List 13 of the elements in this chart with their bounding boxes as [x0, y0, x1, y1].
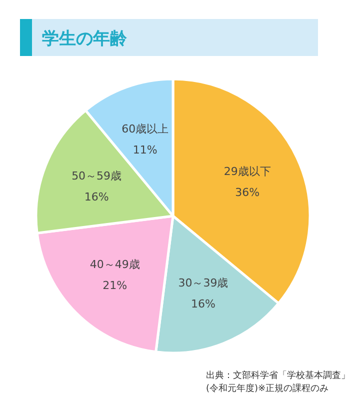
slice-label: 50～59歳: [72, 170, 122, 183]
chart-title: 学生の年齢: [42, 29, 128, 49]
data-label: 11%: [132, 144, 158, 157]
data-label: 21%: [102, 279, 128, 292]
slice-label: 30～39歳: [178, 276, 228, 290]
slice-label: 60歳以上: [122, 122, 169, 136]
data-label: 16%: [191, 297, 216, 310]
data-label: 36%: [235, 186, 260, 199]
text: (令和元年度)※正規の課程のみ: [206, 383, 329, 394]
slice-label: 40～49歳: [90, 258, 140, 272]
data-label: 16%: [84, 190, 109, 204]
source-note: 出典：文部科学省「学校基本調査」: [206, 370, 348, 381]
slice-label: 29歳以下: [224, 165, 271, 178]
